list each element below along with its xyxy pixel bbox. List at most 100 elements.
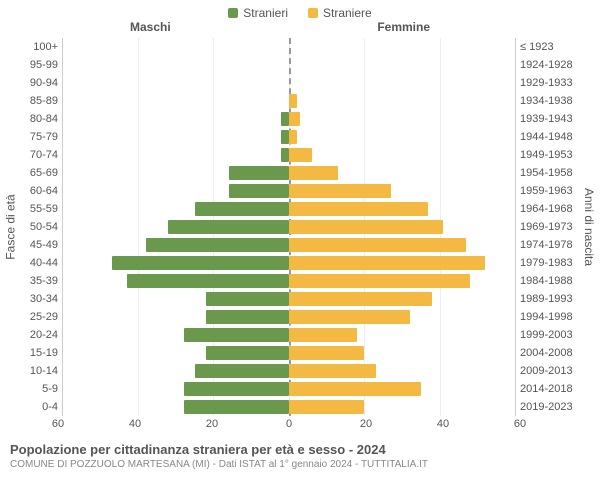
bar-female bbox=[289, 400, 364, 414]
bar-male bbox=[229, 184, 289, 198]
age-label: 30-34 bbox=[18, 290, 58, 308]
birth-label: 1969-1973 bbox=[520, 218, 582, 236]
x-tick: 20 bbox=[360, 418, 372, 430]
birth-label: 1974-1978 bbox=[520, 236, 582, 254]
bar-row bbox=[63, 182, 515, 200]
legend-item-female: Straniere bbox=[308, 6, 372, 20]
birth-label: 1924-1928 bbox=[520, 56, 582, 74]
birth-label: 2009-2013 bbox=[520, 362, 582, 380]
bar-male bbox=[112, 256, 289, 270]
bar-row bbox=[63, 398, 515, 416]
bar-male bbox=[184, 328, 289, 342]
birth-label: 1994-1998 bbox=[520, 308, 582, 326]
bar-female bbox=[289, 256, 485, 270]
birth-label: 1984-1988 bbox=[520, 272, 582, 290]
plot-area bbox=[62, 38, 516, 416]
age-axis-labels: 100+95-9990-9485-8980-8475-7970-7465-696… bbox=[18, 38, 62, 416]
bar-female bbox=[289, 274, 470, 288]
bar-female bbox=[289, 130, 297, 144]
legend-swatch-female bbox=[308, 8, 318, 18]
bar-row bbox=[63, 146, 515, 164]
bar-male bbox=[146, 238, 289, 252]
bar-male bbox=[195, 364, 289, 378]
bar-row bbox=[63, 344, 515, 362]
age-label: 100+ bbox=[18, 38, 58, 56]
bar-row bbox=[63, 38, 515, 56]
birth-label: 1979-1983 bbox=[520, 254, 582, 272]
bar-row bbox=[63, 92, 515, 110]
legend: Stranieri Straniere bbox=[0, 0, 600, 20]
birth-label: 1954-1958 bbox=[520, 164, 582, 182]
bar-male bbox=[168, 220, 289, 234]
birth-label: 2004-2008 bbox=[520, 344, 582, 362]
side-title-right: Femmine bbox=[377, 20, 430, 34]
bar-row bbox=[63, 326, 515, 344]
bar-row bbox=[63, 128, 515, 146]
birth-label: ≤ 1923 bbox=[520, 38, 582, 56]
birth-label: 1964-1968 bbox=[520, 200, 582, 218]
birth-label: 1949-1953 bbox=[520, 146, 582, 164]
bar-row bbox=[63, 200, 515, 218]
age-label: 70-74 bbox=[18, 146, 58, 164]
age-label: 15-19 bbox=[18, 344, 58, 362]
age-label: 45-49 bbox=[18, 236, 58, 254]
birth-label: 1959-1963 bbox=[520, 182, 582, 200]
bar-female bbox=[289, 310, 410, 324]
age-label: 20-24 bbox=[18, 326, 58, 344]
legend-label-male: Stranieri bbox=[243, 6, 288, 20]
birth-label: 1939-1943 bbox=[520, 110, 582, 128]
bar-female bbox=[289, 94, 297, 108]
bar-female bbox=[289, 148, 312, 162]
yaxis-left-label-wrap: Fasce di età bbox=[4, 38, 18, 416]
bar-row bbox=[63, 110, 515, 128]
bar-male bbox=[229, 166, 289, 180]
x-tick: 40 bbox=[437, 418, 449, 430]
birth-label: 1929-1933 bbox=[520, 74, 582, 92]
age-label: 0-4 bbox=[18, 398, 58, 416]
bar-row bbox=[63, 380, 515, 398]
birth-label: 1989-1993 bbox=[520, 290, 582, 308]
age-label: 60-64 bbox=[18, 182, 58, 200]
bar-male bbox=[195, 202, 289, 216]
bar-row bbox=[63, 74, 515, 92]
bar-female bbox=[289, 166, 338, 180]
birth-label: 1999-2003 bbox=[520, 326, 582, 344]
age-label: 55-59 bbox=[18, 200, 58, 218]
bar-female bbox=[289, 292, 432, 306]
bar-female bbox=[289, 382, 421, 396]
age-label: 80-84 bbox=[18, 110, 58, 128]
bar-female bbox=[289, 112, 300, 126]
chart-area: Fasce di età 100+95-9990-9485-8980-8475-… bbox=[0, 38, 600, 416]
birth-label: 1934-1938 bbox=[520, 92, 582, 110]
bar-male bbox=[281, 112, 289, 126]
x-axis-ticks: 6040200204060 bbox=[58, 418, 520, 434]
age-label: 85-89 bbox=[18, 92, 58, 110]
legend-swatch-male bbox=[228, 8, 238, 18]
side-titles: Maschi Femmine bbox=[0, 20, 600, 38]
age-label: 95-99 bbox=[18, 56, 58, 74]
bar-male bbox=[184, 382, 289, 396]
yaxis-right-label: Anni di nascita bbox=[582, 188, 596, 266]
yaxis-left-label: Fasce di età bbox=[4, 194, 18, 259]
bar-row bbox=[63, 272, 515, 290]
age-label: 25-29 bbox=[18, 308, 58, 326]
bar-female bbox=[289, 220, 443, 234]
age-label: 5-9 bbox=[18, 380, 58, 398]
age-label: 90-94 bbox=[18, 74, 58, 92]
age-label: 75-79 bbox=[18, 128, 58, 146]
legend-label-female: Straniere bbox=[323, 6, 372, 20]
x-tick: 40 bbox=[129, 418, 141, 430]
birth-axis-labels: ≤ 19231924-19281929-19331934-19381939-19… bbox=[516, 38, 582, 416]
birth-label: 2014-2018 bbox=[520, 380, 582, 398]
age-label: 35-39 bbox=[18, 272, 58, 290]
bar-row bbox=[63, 254, 515, 272]
bar-female bbox=[289, 184, 391, 198]
x-tick: 60 bbox=[514, 418, 526, 430]
age-label: 40-44 bbox=[18, 254, 58, 272]
chart-title: Popolazione per cittadinanza straniera p… bbox=[10, 442, 590, 457]
bar-male bbox=[281, 148, 289, 162]
yaxis-right-label-wrap: Anni di nascita bbox=[582, 38, 596, 416]
bar-row bbox=[63, 362, 515, 380]
bar-female bbox=[289, 202, 428, 216]
footer: Popolazione per cittadinanza straniera p… bbox=[0, 434, 600, 470]
